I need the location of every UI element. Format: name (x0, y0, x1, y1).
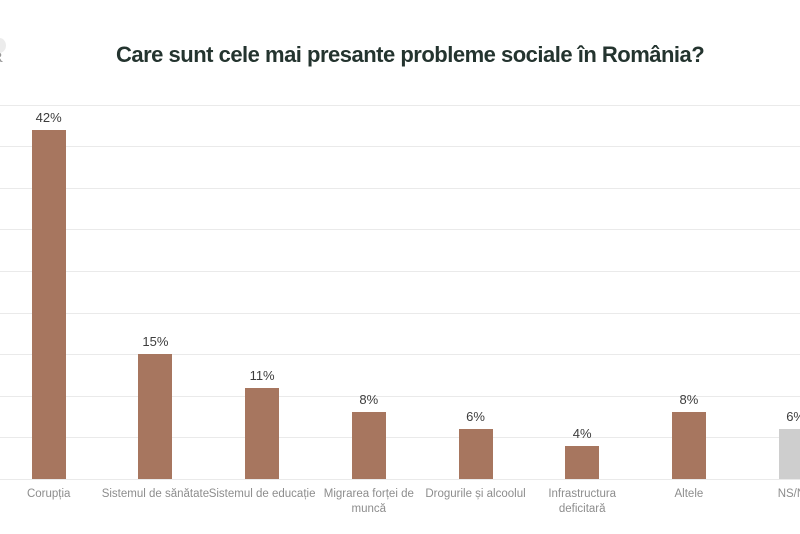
gridline-10pct (0, 395, 800, 397)
gridline-0pct (0, 479, 800, 480)
logo-letter: R (0, 50, 3, 67)
bar-chart (0, 90, 800, 534)
category-label: Corupția (26, 488, 71, 500)
bar-value-label: 15% (142, 334, 169, 350)
gridline-25pct (0, 271, 800, 273)
bar (458, 429, 493, 479)
gridline-45pct (0, 104, 800, 106)
gridline-20pct (0, 312, 800, 314)
category-label: Sistemul de sănătate (101, 488, 210, 500)
category-label: Infrastructura deficitară (548, 488, 617, 515)
gridline-30pct (0, 229, 800, 231)
category-label: Altele (674, 488, 704, 500)
chart-title: Care sunt cele mai presante probleme soc… (116, 42, 705, 67)
bar-value-label: 8% (679, 392, 699, 408)
category-label: Sistemul de educație (208, 488, 316, 500)
bar-value-label: 6% (466, 409, 485, 425)
bar-value-label: 8% (359, 392, 379, 408)
category-label: Migrarea forței de muncă (323, 488, 414, 515)
bar (778, 429, 800, 479)
bar (245, 387, 280, 479)
bar (31, 129, 66, 479)
bar-value-label: 4% (572, 425, 592, 441)
logo-mark-partial-icon (0, 38, 6, 53)
bar (671, 412, 706, 479)
bar (351, 412, 386, 479)
bar-value-label: 42% (35, 109, 62, 125)
gridline-40pct (0, 146, 800, 148)
gridline-15pct (0, 354, 800, 356)
bar-value-label: 6% (786, 409, 800, 425)
gridline-5pct (0, 437, 800, 439)
gridline-35pct (0, 187, 800, 189)
category-label: NS/NR (777, 488, 800, 500)
logo-fragment: R (0, 36, 14, 72)
bar (138, 354, 173, 479)
bar-value-label: 11% (249, 367, 275, 383)
category-label: Drogurile și alcoolul (425, 488, 526, 500)
bar (565, 445, 600, 479)
